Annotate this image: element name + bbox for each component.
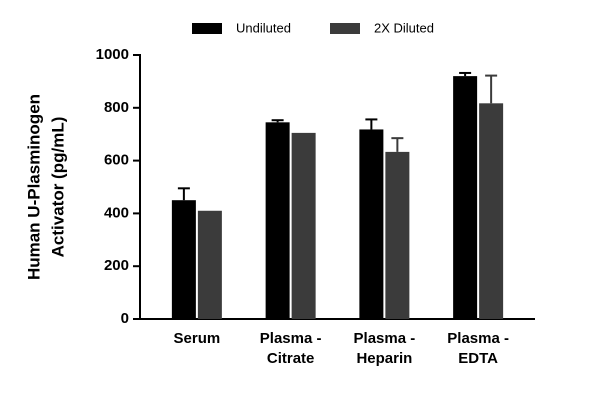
x-tick-label: Heparin	[356, 350, 412, 367]
y-axis-label-line: Activator (pg/mL)	[48, 117, 67, 258]
x-tick-label: Plasma -	[447, 330, 509, 347]
legend-swatch	[330, 23, 360, 34]
bar	[385, 151, 410, 319]
legend-swatch	[192, 23, 222, 34]
bar	[291, 132, 316, 319]
y-tick-label: 1000	[96, 46, 129, 63]
error-bar	[365, 118, 378, 130]
y-tick-label: 400	[104, 204, 129, 221]
x-tick-label: Plasma -	[354, 330, 416, 347]
bar	[359, 129, 384, 319]
legend-label: Undiluted	[236, 20, 291, 35]
x-tick-label: EDTA	[458, 350, 498, 367]
y-axis-label-line: Human U-Plasminogen	[24, 94, 43, 280]
bar	[453, 76, 478, 320]
y-tick-label: 0	[121, 310, 129, 327]
y-tick-label: 800	[104, 99, 129, 116]
bar	[171, 200, 196, 319]
bar	[479, 103, 504, 319]
y-axis-label: Human U-Plasminogen Activator (pg/mL)	[24, 94, 67, 280]
bar	[265, 122, 290, 319]
bar	[197, 210, 222, 319]
error-bar	[459, 71, 472, 77]
error-bar	[271, 119, 284, 123]
x-tick-label: Citrate	[267, 350, 315, 367]
error-bar	[391, 137, 404, 152]
error-bar	[177, 187, 190, 201]
y-tick-label: 600	[104, 152, 129, 169]
error-bar	[485, 74, 498, 104]
legend-label: 2X Diluted	[374, 20, 434, 35]
x-tick-label: Plasma -	[260, 330, 322, 347]
y-tick-label: 200	[104, 257, 129, 274]
x-tick-label: Serum	[174, 330, 221, 347]
